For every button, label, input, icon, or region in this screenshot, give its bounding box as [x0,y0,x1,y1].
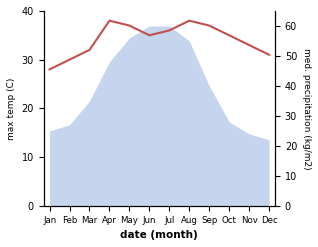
X-axis label: date (month): date (month) [121,230,198,240]
Y-axis label: med. precipitation (kg/m2): med. precipitation (kg/m2) [302,48,311,169]
Y-axis label: max temp (C): max temp (C) [7,77,16,140]
